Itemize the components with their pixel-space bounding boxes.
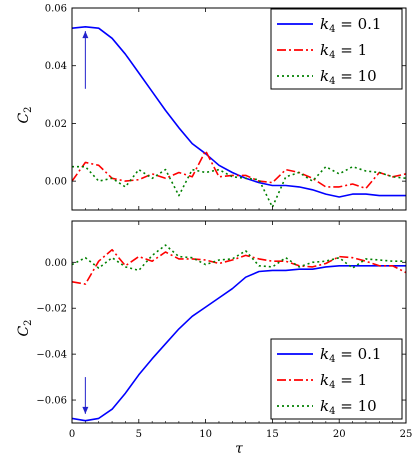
series-line-k4-10: [72, 165, 406, 208]
y-axis-label: C2: [16, 319, 34, 336]
y-tick-label: −0.06: [36, 396, 67, 407]
series-line-k4-1: [72, 150, 406, 190]
plot-frame: [71, 220, 407, 424]
panel-top: 0.00 0.02 0.04 0.06 C2 k4 = 0.1 k4 = 1 k4 = 10: [16, 4, 407, 211]
legend-entry-label: k4 = 0.1: [320, 15, 381, 35]
series-line-k4-10: [72, 244, 406, 272]
y-tick-label: 0.00: [45, 177, 67, 188]
y-tick-label: 0.06: [45, 4, 67, 15]
legend-entry-label: k4 = 1: [320, 371, 367, 391]
legend-entry-label: k4 = 10: [320, 67, 377, 87]
y-tick-label: 0.02: [45, 119, 67, 130]
x-tick-label: 20: [333, 429, 346, 440]
legend-box: [270, 8, 403, 90]
x-tick-label: 15: [266, 429, 279, 440]
panel-bottom: 0 5 10 15 20 25 −0.06 −0.04 −0.02 0.00 C2 τ k4 = 0.1…: [16, 220, 413, 457]
x-tick-label: 0: [69, 429, 75, 440]
legend-entry-label: k4 = 0.1: [320, 345, 381, 365]
annotation-arrow-head: [82, 31, 89, 39]
legend-entry-label: k4 = 10: [320, 397, 377, 417]
series-line-k4-1: [72, 248, 406, 285]
y-tick-label: −0.04: [36, 350, 67, 361]
x-tick-label: 5: [136, 429, 142, 440]
y-tick-label: −0.02: [36, 304, 67, 315]
x-tick-label: 10: [199, 429, 212, 440]
x-axis-label: τ: [235, 441, 243, 457]
x-tick-label: 25: [400, 429, 413, 440]
y-tick-label: 0.04: [45, 61, 67, 72]
legend-entry-label: k4 = 1: [320, 41, 367, 61]
annotation-arrow-head: [82, 406, 89, 414]
plot-frame: [71, 7, 407, 211]
y-tick-label: 0.00: [45, 258, 67, 269]
series-line-k4-0-1: [72, 26, 406, 198]
y-axis-label: C2: [16, 106, 34, 123]
